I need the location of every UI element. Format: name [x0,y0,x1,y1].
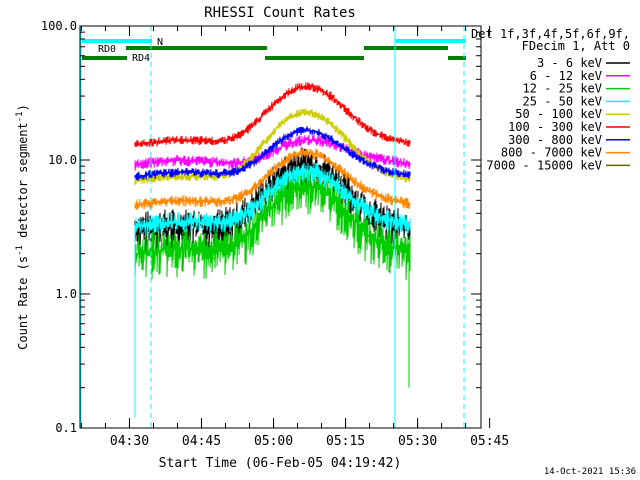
legend-label: 25 - 50 keV [523,94,602,108]
legend-header-line2: FDecim 1, Att 0 [522,39,630,53]
y-tick-label: 100.0 [41,19,77,33]
y-axis-label-mid: detector segment [16,122,30,245]
x-tick-label: 04:45 [182,434,221,449]
y-tick-label: 0.1 [55,421,77,435]
y-axis-label-sup1: -1 [15,245,25,256]
plot-series-group [134,82,411,418]
y-axis-label: Count Rate (s-1 detector segment-1) [15,104,30,350]
flag-bars-group [80,26,466,428]
flag-label-rd0: RD0 [98,44,116,55]
flag-label-rd4: RD4 [132,53,150,64]
y-axis-label-sup2: -1 [15,111,25,122]
x-tick-label: 05:30 [398,434,437,449]
x-tick-label: 05:15 [326,434,365,449]
legend-label: 3 - 6 keV [537,56,602,70]
x-tick-label: 05:45 [470,434,509,449]
legend-label: 800 - 7000 keV [501,146,602,160]
chart-title: RHESSI Count Rates [204,5,356,21]
plot-frame [79,25,482,429]
x-tick-label: 05:00 [254,434,293,449]
x-axis-ticks: 04:30 04:45 05:00 05:15 05:30 05:45 [80,26,509,449]
legend-label: 7000 - 15000 keV [486,158,602,172]
y-tick-label: 1.0 [55,287,77,301]
series-line-3 [134,162,411,238]
series-line-5 [134,82,411,148]
timestamp: 14-Oct-2021 15:36 [544,467,636,477]
y-axis-ticks: 0.1 1.0 10.0 100.0 [41,19,481,435]
series-line-2 [134,168,411,281]
flag-label-n: N [157,37,163,48]
legend-label: 50 - 100 keV [515,107,602,121]
legend-label: 12 - 25 keV [523,82,602,96]
legend-header-line1: Det 1f,3f,4f,5f,6f,9f, [471,27,630,41]
series-line-6 [134,126,411,181]
x-axis-label: Start Time (06-Feb-05 04:19:42) [159,456,402,471]
y-axis-label-end: ) [16,104,30,111]
legend-label: 6 - 12 keV [530,69,602,83]
y-axis-label-main: Count Rate (s [16,256,30,350]
legend-label: 300 - 800 keV [508,133,602,147]
legend-label: 100 - 300 keV [508,120,602,134]
x-tick-label: 04:30 [110,434,149,449]
series-line-7 [134,148,411,211]
y-tick-label: 10.0 [48,153,77,167]
